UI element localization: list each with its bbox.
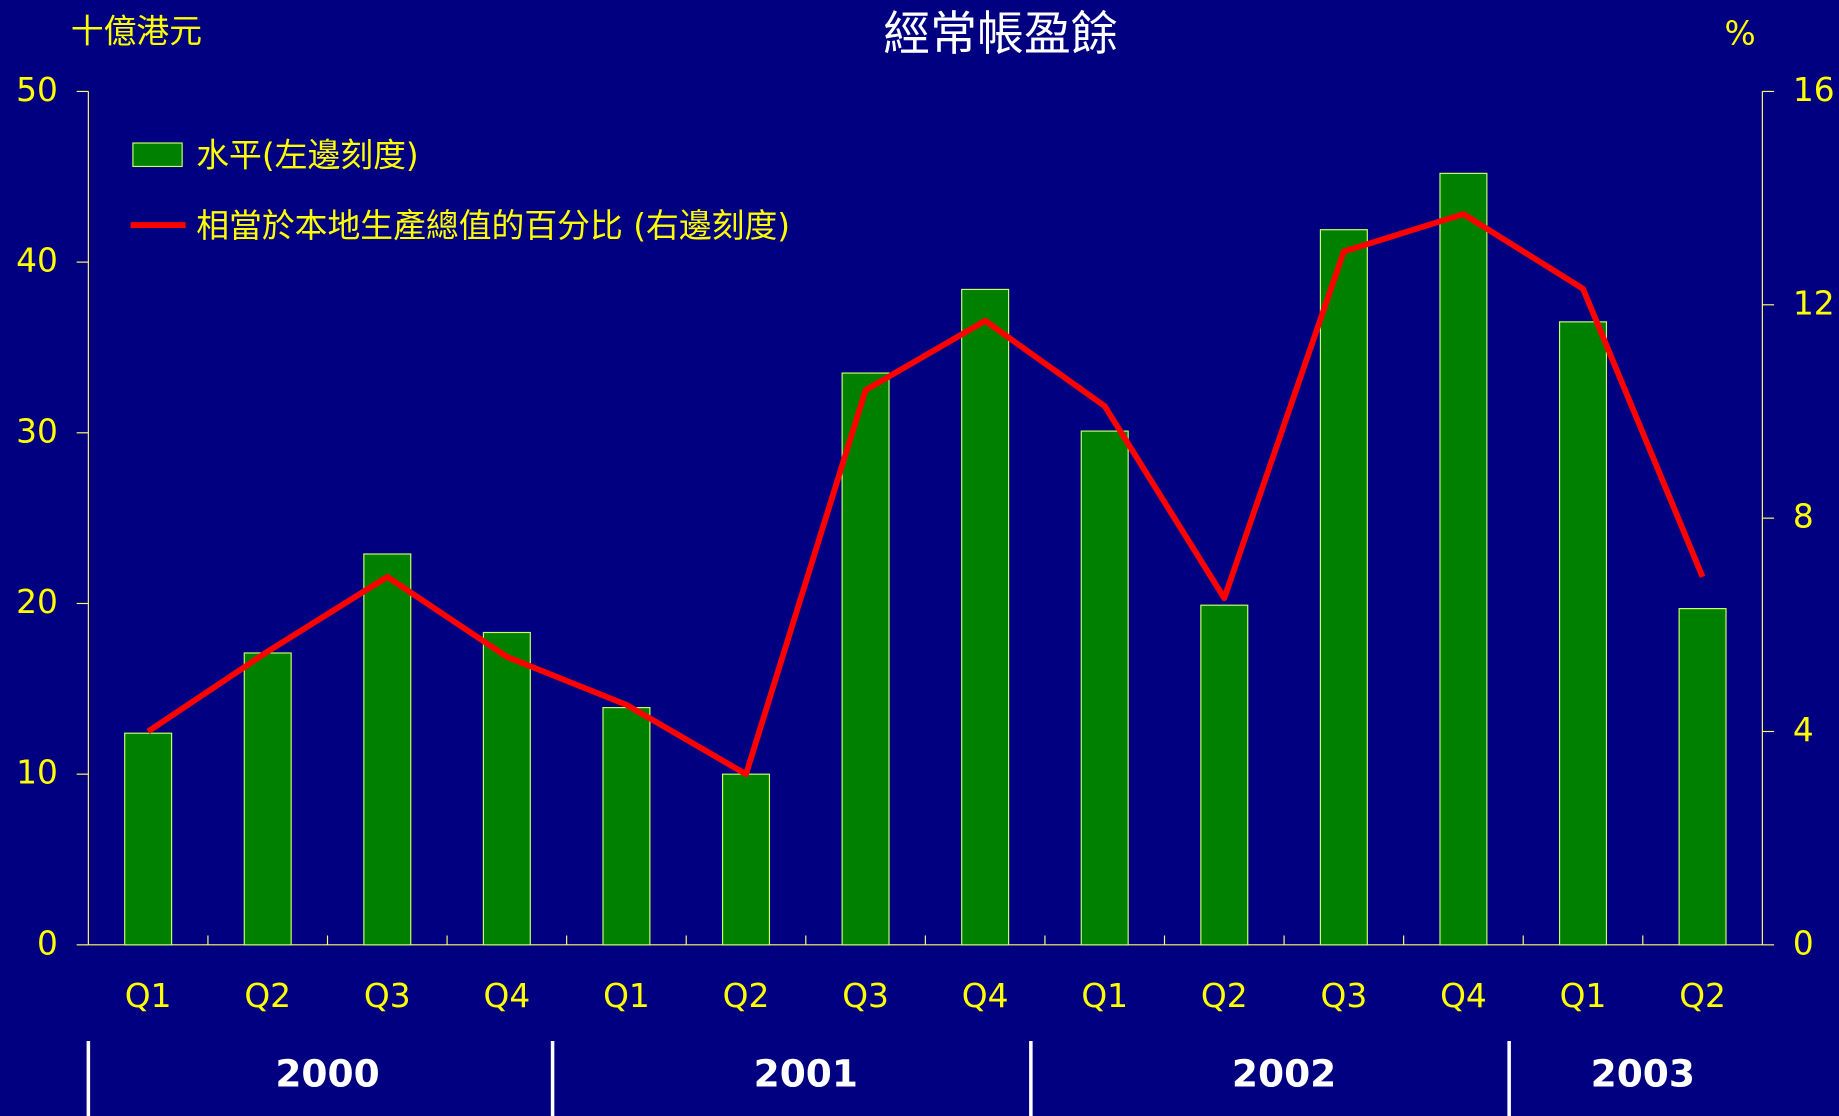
y2-tick-label: 8 [1793,498,1814,536]
group-label: 2001 [754,1052,858,1096]
x-tick-label: Q1 [1081,977,1128,1015]
bar [1319,229,1368,946]
y-axis-label: 十億港元 [71,12,202,50]
x-tick-label: Q3 [1321,977,1368,1015]
chart-title: 經常帳盈餘 [883,7,1117,62]
bar [1678,608,1727,946]
legend-swatch [132,142,183,168]
legend-label: 水平(左邊刻度) [196,137,418,175]
y2-tick-label: 12 [1793,284,1835,322]
y-tick-label: 20 [16,583,58,621]
y2-tick-label: 16 [1793,71,1835,109]
x-tick-label: Q2 [1201,977,1248,1015]
y-tick-label: 10 [16,754,58,792]
y2-axis-label: % [1724,15,1755,53]
legend-label: 相當於本地生產總值的百分比 (右邊刻度) [196,207,790,245]
x-tick-label: Q2 [244,977,291,1015]
x-tick-label: Q2 [1679,977,1726,1015]
bar [602,707,651,946]
y-tick-label: 40 [16,242,58,280]
bar [482,631,531,946]
x-tick-label: Q4 [962,977,1009,1015]
bar [1200,604,1249,946]
bar [1080,430,1129,946]
bar [124,732,173,946]
bar [1439,172,1488,946]
x-tick-label: Q4 [484,977,531,1015]
bar [841,372,890,946]
line-series [146,211,1706,778]
x-tick-label: Q2 [723,977,770,1015]
x-tick-label: Q1 [603,977,650,1015]
x-tick-label: Q3 [842,977,889,1015]
group-label: 2002 [1232,1052,1336,1096]
x-tick-label: Q4 [1440,977,1487,1015]
bar [721,773,771,946]
bar [1558,321,1608,946]
bar [363,553,412,946]
group-label: 2000 [275,1052,379,1096]
x-tick-label: Q3 [364,977,411,1015]
x-tick-label: Q1 [1560,977,1607,1015]
bar [961,288,1010,946]
y-tick-label: 0 [37,924,58,962]
bar [243,652,292,946]
y2-tick-label: 0 [1793,924,1814,962]
group-label: 2003 [1591,1052,1695,1096]
y2-tick-label: 4 [1793,711,1814,749]
x-tick-label: Q1 [125,977,172,1015]
y-tick-label: 50 [16,71,58,109]
y-tick-label: 30 [16,412,58,450]
